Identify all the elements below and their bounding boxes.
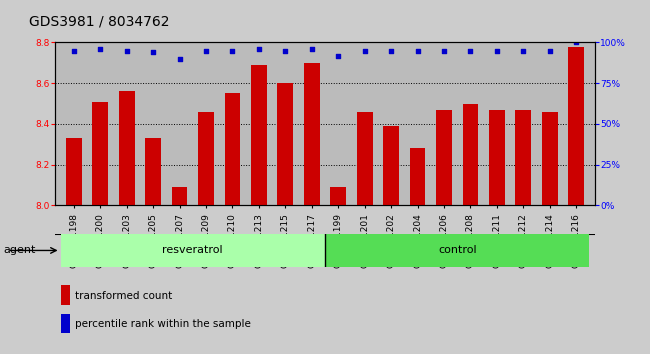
Bar bbox=[515, 110, 531, 205]
Text: agent: agent bbox=[3, 245, 36, 256]
Point bbox=[95, 46, 105, 52]
Bar bbox=[224, 93, 240, 205]
Bar bbox=[436, 110, 452, 205]
Point bbox=[254, 46, 264, 52]
Point bbox=[386, 48, 396, 53]
Bar bbox=[251, 65, 266, 205]
Point bbox=[518, 48, 528, 53]
Bar bbox=[568, 47, 584, 205]
Point bbox=[307, 46, 317, 52]
Point bbox=[545, 48, 555, 53]
Bar bbox=[66, 138, 82, 205]
Bar bbox=[463, 104, 478, 205]
Point bbox=[571, 40, 582, 45]
Point bbox=[333, 53, 343, 58]
Bar bbox=[489, 110, 505, 205]
Bar bbox=[357, 112, 372, 205]
Bar bbox=[330, 187, 346, 205]
Text: transformed count: transformed count bbox=[75, 291, 172, 301]
Point bbox=[465, 48, 476, 53]
Bar bbox=[60, 314, 70, 333]
Bar bbox=[60, 234, 325, 267]
Point bbox=[227, 48, 238, 53]
Point bbox=[174, 56, 185, 62]
Bar bbox=[542, 112, 558, 205]
Point bbox=[122, 48, 132, 53]
Point bbox=[148, 50, 159, 55]
Bar bbox=[60, 285, 70, 305]
Text: percentile rank within the sample: percentile rank within the sample bbox=[75, 319, 250, 329]
Bar bbox=[145, 138, 161, 205]
Point bbox=[68, 48, 79, 53]
Bar bbox=[278, 83, 293, 205]
Point bbox=[439, 48, 449, 53]
Point bbox=[280, 48, 291, 53]
Bar bbox=[92, 102, 108, 205]
Text: GDS3981 / 8034762: GDS3981 / 8034762 bbox=[29, 14, 170, 28]
Bar bbox=[198, 112, 214, 205]
Bar bbox=[119, 91, 135, 205]
Bar bbox=[325, 234, 590, 267]
Bar bbox=[304, 63, 320, 205]
Point bbox=[491, 48, 502, 53]
Point bbox=[359, 48, 370, 53]
Text: control: control bbox=[438, 245, 476, 256]
Bar bbox=[410, 148, 426, 205]
Text: resveratrol: resveratrol bbox=[162, 245, 223, 256]
Bar bbox=[172, 187, 187, 205]
Point bbox=[412, 48, 423, 53]
Bar bbox=[384, 126, 399, 205]
Point bbox=[201, 48, 211, 53]
